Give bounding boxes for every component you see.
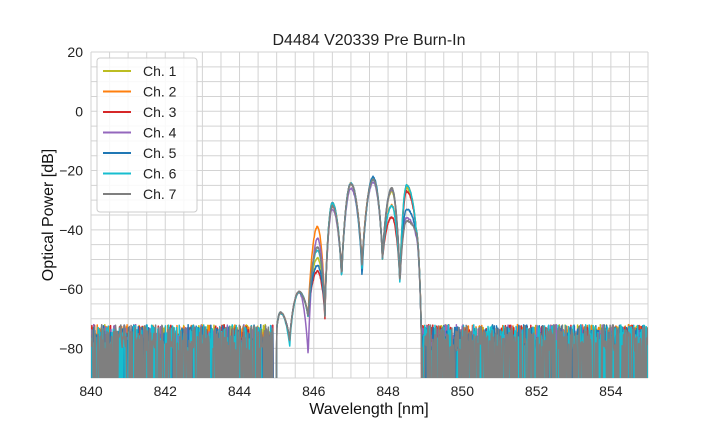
legend-label: Ch. 6 bbox=[143, 166, 177, 182]
traces bbox=[91, 175, 648, 378]
y-tick-label: −80 bbox=[59, 340, 83, 356]
legend-label: Ch. 5 bbox=[143, 145, 177, 161]
y-tick-label: −60 bbox=[59, 281, 83, 297]
legend-label: Ch. 7 bbox=[143, 186, 177, 202]
y-tick-label: −40 bbox=[59, 222, 83, 238]
x-tick-label: 842 bbox=[154, 383, 178, 399]
x-tick-labels: 840 842 844 846 848 850 852 854 bbox=[79, 383, 622, 399]
x-tick-label: 854 bbox=[599, 383, 623, 399]
x-tick-label: 850 bbox=[451, 383, 475, 399]
legend-label: Ch. 1 bbox=[143, 63, 177, 79]
x-tick-label: 852 bbox=[525, 383, 549, 399]
legend-label: Ch. 2 bbox=[143, 84, 177, 100]
y-tick-labels: 20 0 −20 −40 −60 −80 bbox=[59, 44, 83, 356]
plot-area bbox=[91, 175, 648, 378]
x-tick-label: 844 bbox=[228, 383, 252, 399]
legend-label: Ch. 4 bbox=[143, 125, 177, 141]
x-tick-label: 848 bbox=[376, 383, 400, 399]
x-axis-label: Wavelength [nm] bbox=[309, 401, 428, 418]
x-tick-label: 846 bbox=[302, 383, 326, 399]
x-tick-label: 840 bbox=[79, 383, 103, 399]
legend: Ch. 1 Ch. 2 Ch. 3 Ch. 4 Ch. 5 Ch. 6 Ch. 7 bbox=[96, 57, 198, 213]
y-tick-label: 0 bbox=[75, 103, 83, 119]
y-tick-label: 20 bbox=[67, 44, 83, 60]
chart-title: D4484 V20339 Pre Burn-In bbox=[272, 32, 465, 49]
y-tick-label: −20 bbox=[59, 163, 83, 179]
y-axis-label: Optical Power [dB] bbox=[40, 149, 57, 282]
series-line-ch-7 bbox=[91, 178, 648, 378]
legend-label: Ch. 3 bbox=[143, 104, 177, 120]
